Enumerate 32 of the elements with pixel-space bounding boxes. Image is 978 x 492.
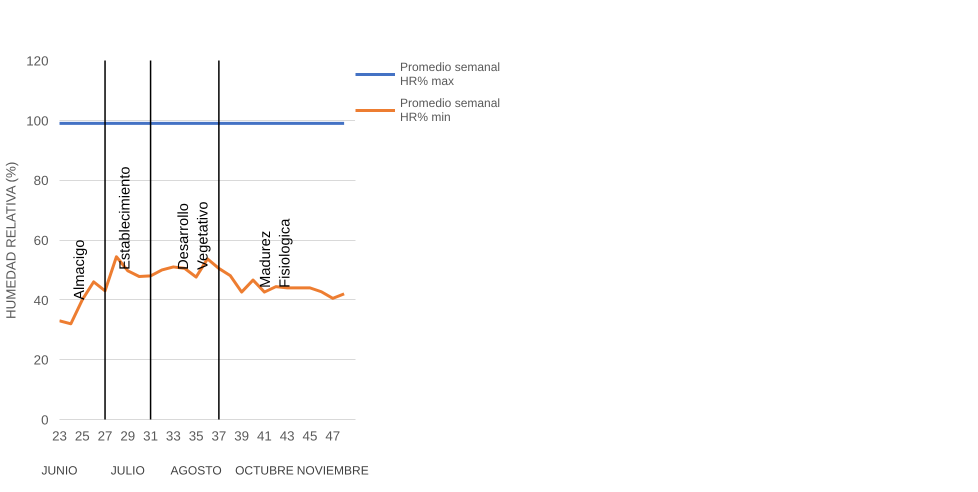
annotation: Madurez Fisiologica xyxy=(258,218,294,288)
legend-label: Promedio semanal HR% max xyxy=(400,60,500,88)
x-tick-label: 43 xyxy=(280,428,295,444)
x-tick-label: 47 xyxy=(325,428,340,444)
y-tick-label: 80 xyxy=(34,173,49,188)
y-tick-label: 0 xyxy=(41,412,49,428)
text: AGOSTO xyxy=(170,464,222,478)
legend-label: Promedio semanal HR% min xyxy=(400,96,500,124)
annotation: Desarrollo Vegetativo xyxy=(176,201,212,270)
annotation: Establecimiento xyxy=(118,166,134,270)
y-tick-label: 60 xyxy=(34,233,49,248)
x-tick-label: 41 xyxy=(257,428,272,444)
text: NOVIEMBRE xyxy=(296,464,369,478)
x-tick-label: 39 xyxy=(234,428,250,444)
annotation: Almacigo xyxy=(72,240,88,300)
y-tick-label: 100 xyxy=(26,113,49,128)
y-tick-label: 40 xyxy=(34,292,49,308)
x-tick-label: 25 xyxy=(74,428,90,444)
y-axis-title: HUMEDAD RELATIVA (%) xyxy=(3,162,18,319)
text: JUNIO xyxy=(42,464,78,478)
x-tick-label: 33 xyxy=(166,428,181,444)
text: JULIO xyxy=(110,464,145,478)
x-tick-label: 31 xyxy=(143,428,158,444)
y-tick-label: 20 xyxy=(34,352,49,368)
y-tick-label: 120 xyxy=(26,54,49,68)
x-tick-label: 45 xyxy=(302,428,318,444)
x-tick-label: 29 xyxy=(120,428,136,444)
text: OCTUBRE xyxy=(235,464,294,478)
x-tick-label: 27 xyxy=(98,428,112,444)
x-tick-label: 23 xyxy=(52,428,67,444)
x-tick-label: 35 xyxy=(188,428,204,444)
x-tick-label: 37 xyxy=(211,428,226,444)
